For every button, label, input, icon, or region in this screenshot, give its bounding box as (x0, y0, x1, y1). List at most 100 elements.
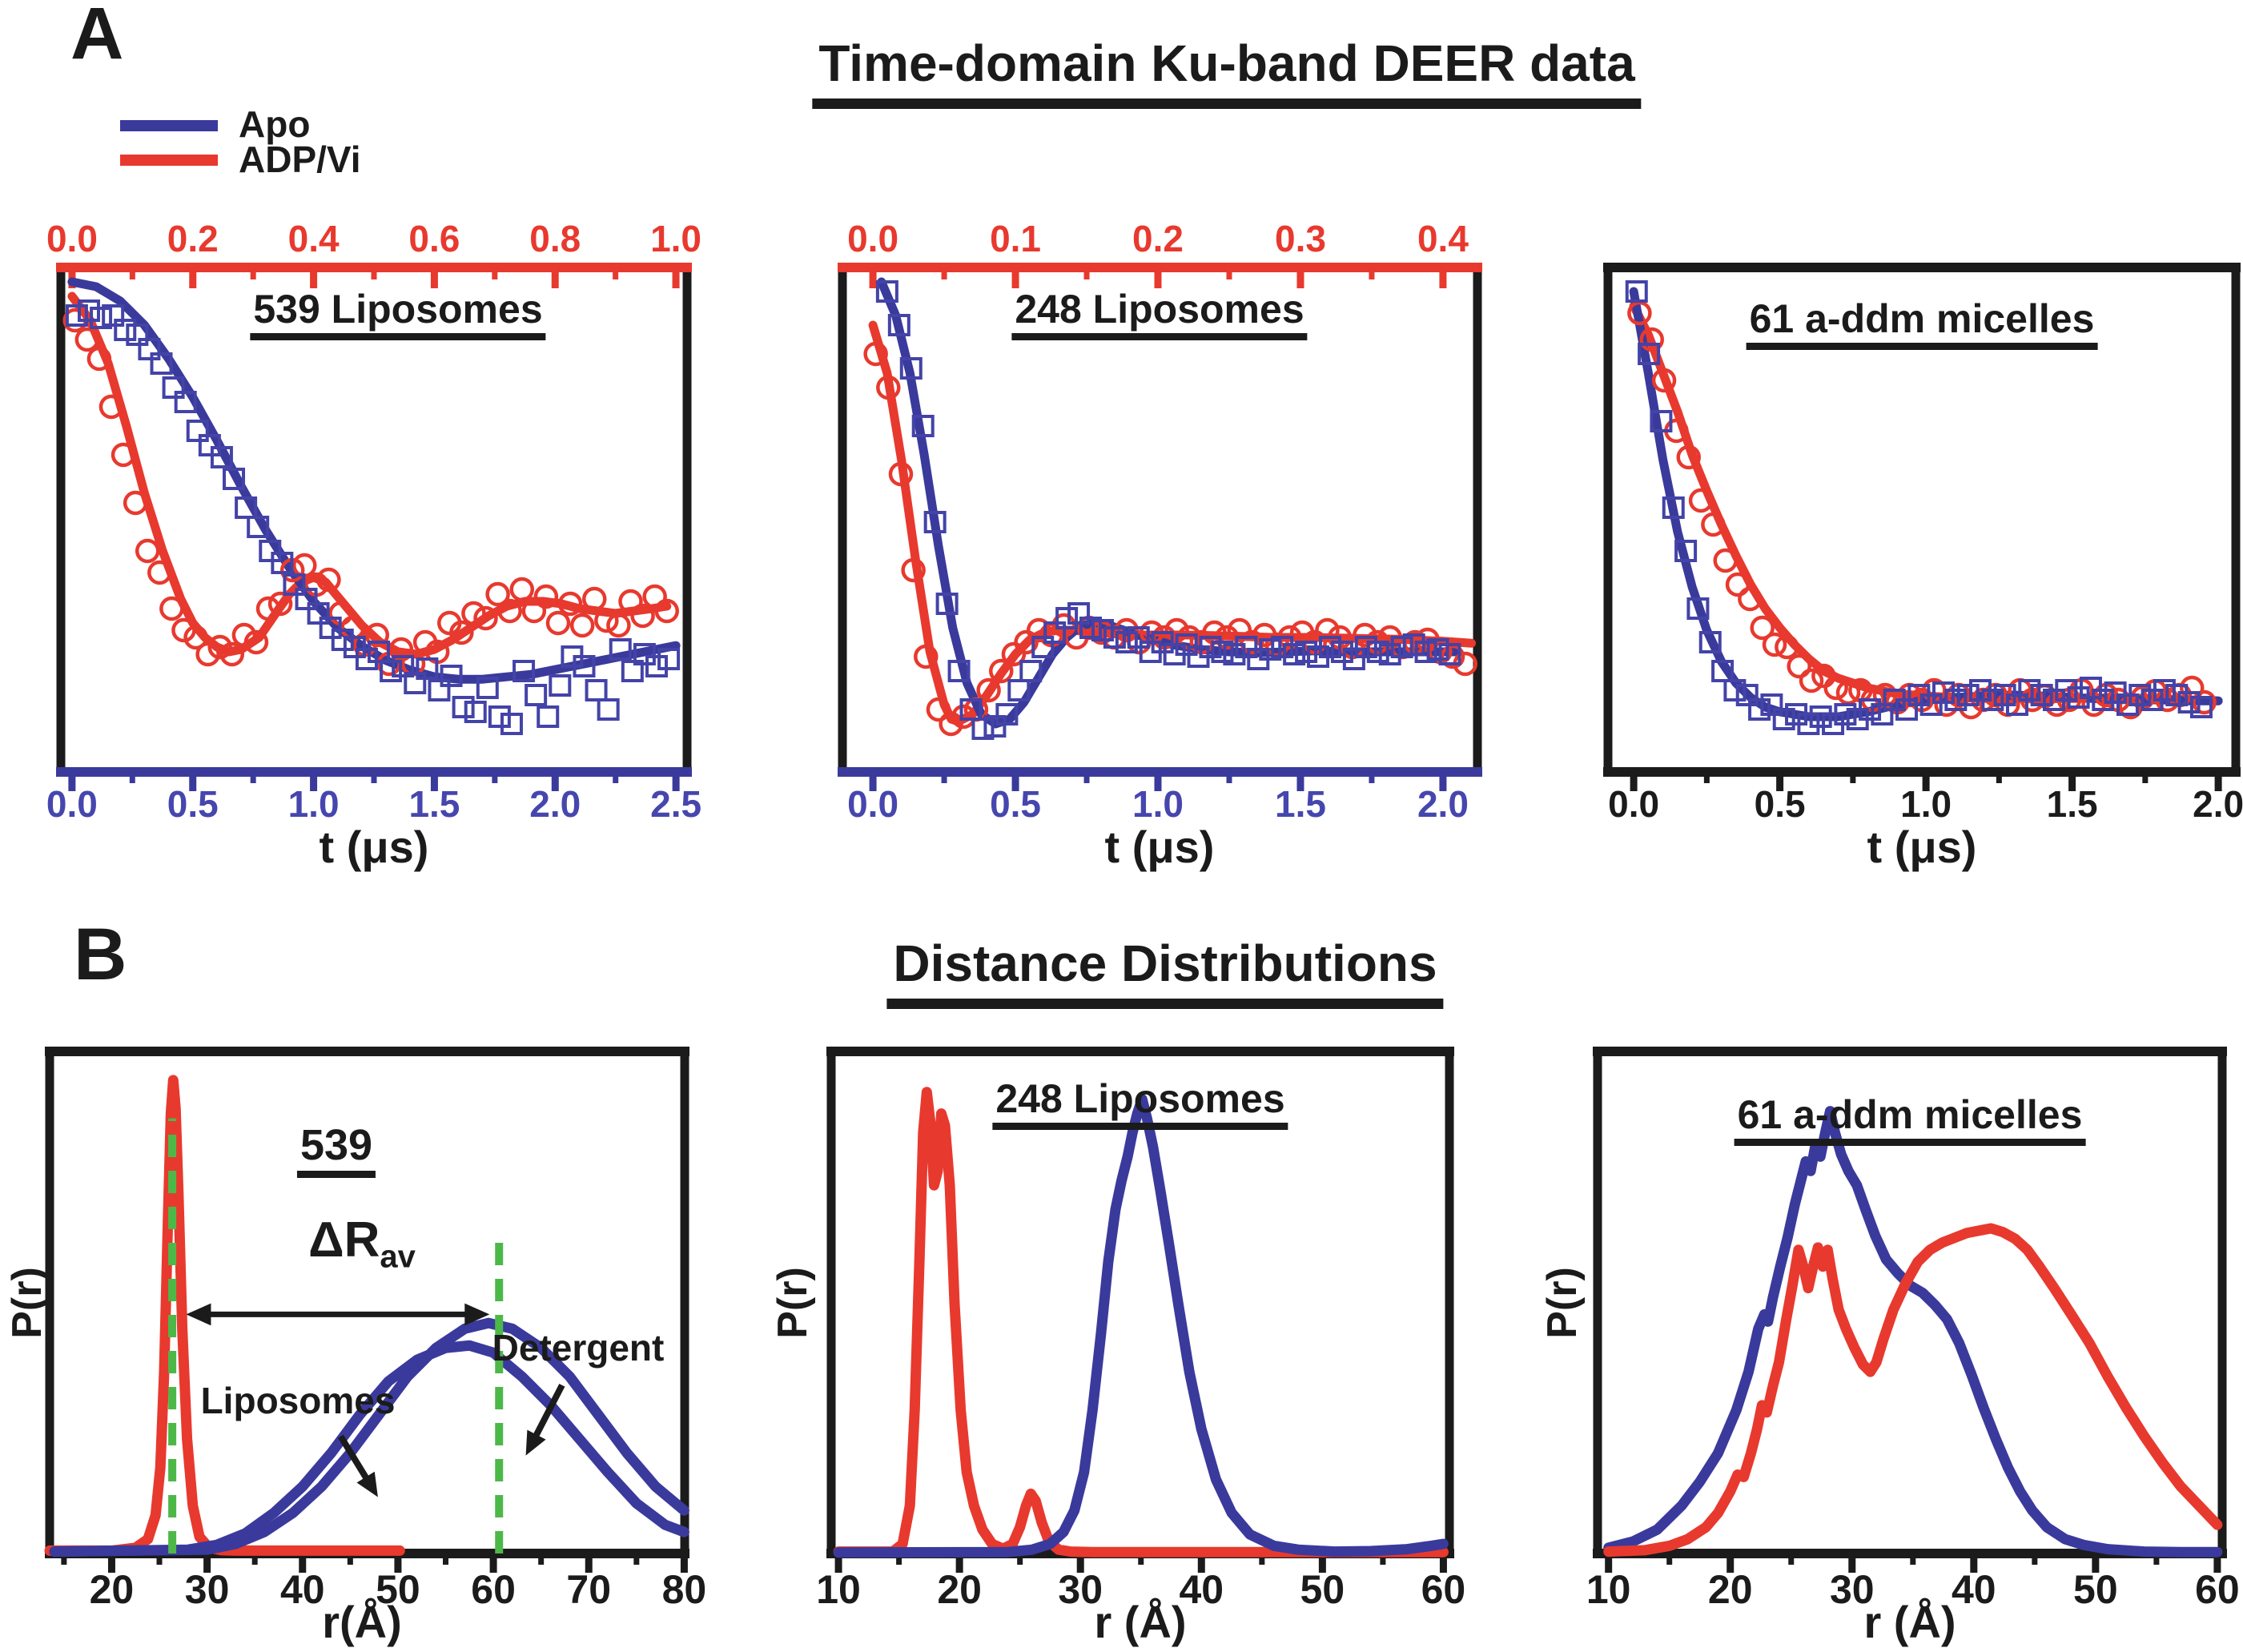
marker-circle (183, 625, 208, 650)
marker-square (2104, 681, 2127, 704)
marker-square (1055, 607, 1079, 629)
marker-circle (989, 658, 1014, 684)
marker-square (1223, 643, 1246, 665)
marker-square (1981, 689, 2004, 711)
marker-square (1414, 641, 1437, 663)
tick-label: 2.0 (1417, 783, 1469, 825)
plot-title-deer539: 539 Liposomes (250, 288, 546, 340)
tick-label: 2.5 (650, 783, 701, 825)
plot-dist539: 20 30 40 50 60 70 80 (44, 1047, 706, 1612)
marker-square (597, 698, 620, 721)
panel-b-label: B (74, 914, 127, 995)
marker-square (138, 338, 161, 360)
marker-square (1698, 631, 1722, 653)
tick-label: 50 (1300, 1567, 1345, 1612)
marker-circle (1026, 617, 1051, 643)
marker-circle (901, 557, 926, 583)
marker-circle (147, 560, 172, 585)
marker-square (1797, 713, 1820, 735)
marker-square (621, 660, 644, 682)
marker-square (368, 641, 391, 663)
marker-square (186, 420, 209, 442)
marker-square (2005, 693, 2028, 716)
plot-deer61: 0.0 0.5 1.0 1.5 2.0 (1603, 263, 2243, 825)
marker-circle (976, 677, 1001, 703)
marker-circle (1725, 572, 1751, 597)
marker-circle (123, 490, 148, 516)
tick-label: 70 (566, 1567, 611, 1612)
marker-square (1859, 698, 1882, 721)
tick-label: 0.0 (46, 783, 98, 825)
marker-circle (606, 613, 631, 638)
plot-dist248: 10 20 30 40 50 60 (816, 1047, 1465, 1612)
plot-title-deer248: 248 Liposomes (1011, 288, 1308, 340)
marker-circle (594, 608, 619, 633)
marker-square (307, 602, 330, 625)
marker-circle (1240, 629, 1264, 655)
tick-label: 1.5 (408, 783, 460, 825)
marker-square (1390, 636, 1413, 658)
tick-label: 0.8 (529, 218, 581, 259)
marker-square (1426, 638, 1449, 661)
marker-square (114, 319, 137, 341)
marker-square (355, 648, 378, 670)
marker-square (525, 684, 548, 706)
marker-square (911, 415, 935, 437)
marker-square (2079, 677, 2102, 699)
marker-square (2030, 684, 2053, 706)
marker-square (537, 705, 560, 728)
series-apo-pr (833, 1094, 1449, 1558)
detergent-label: Detergent (492, 1327, 665, 1369)
marker-circle (1651, 368, 1677, 393)
marker-square (65, 304, 88, 327)
marker-square (1079, 617, 1103, 639)
tick-label: 60 (2195, 1567, 2240, 1612)
marker-circle (473, 605, 498, 631)
marker-square (1871, 703, 1894, 726)
marker-square (343, 636, 366, 658)
marker-square (1091, 619, 1114, 641)
xlabel-dist61: r (Å) (1863, 1597, 1956, 1647)
marker-square (923, 511, 947, 533)
tick-label: 20 (1708, 1567, 1753, 1612)
plot-title-dist248: 248 Liposomes (992, 1078, 1288, 1130)
marker-square (319, 617, 342, 639)
tick-label: 0.5 (990, 783, 1041, 825)
marker-square (633, 643, 656, 665)
marker-square (1438, 643, 1461, 665)
marker-square (645, 655, 668, 677)
marker-square (1650, 410, 1673, 432)
marker-circle (876, 375, 901, 400)
marker-circle (1688, 488, 1714, 513)
marker-square (1031, 636, 1055, 658)
plot-deer539: 0.0 0.5 1.0 1.5 2.0 2.5 0.0 0.2 0.4 0.6 0.8 1.0 (46, 218, 701, 825)
tick-label: 20 (937, 1567, 982, 1612)
marker-circle (642, 584, 667, 609)
marker-square (1151, 631, 1174, 653)
tick-label: 0.0 (847, 218, 898, 259)
tick-label: 1.0 (1132, 783, 1184, 825)
marker-circle (1353, 622, 1377, 648)
legend-apo-swatch (120, 120, 218, 131)
series-adpvi-pr (44, 1075, 405, 1556)
marker-square (198, 434, 221, 456)
marker-circle (1750, 615, 1775, 641)
marker-square (283, 573, 306, 596)
marker-circle (461, 601, 486, 626)
tick-label: 10 (816, 1567, 861, 1612)
marker-circle (888, 461, 914, 487)
delta-r-arrow-head-left (186, 1303, 211, 1326)
marker-square (1944, 689, 1968, 711)
series-adpvi-pr (833, 1087, 1449, 1558)
xlabel-deer61: t (μs) (1867, 822, 1977, 872)
xlabel-dist248: r (Å) (1094, 1597, 1187, 1647)
marker-circle (1799, 668, 1824, 693)
tick-label: 0.0 (46, 218, 98, 259)
marker-square (271, 552, 294, 574)
marker-square (549, 674, 572, 697)
tick-label: 0.2 (167, 218, 219, 259)
tick-label: 30 (185, 1567, 230, 1612)
marker-square (1735, 684, 1759, 706)
panel-a-label: A (70, 0, 124, 74)
marker-square (2055, 679, 2078, 701)
